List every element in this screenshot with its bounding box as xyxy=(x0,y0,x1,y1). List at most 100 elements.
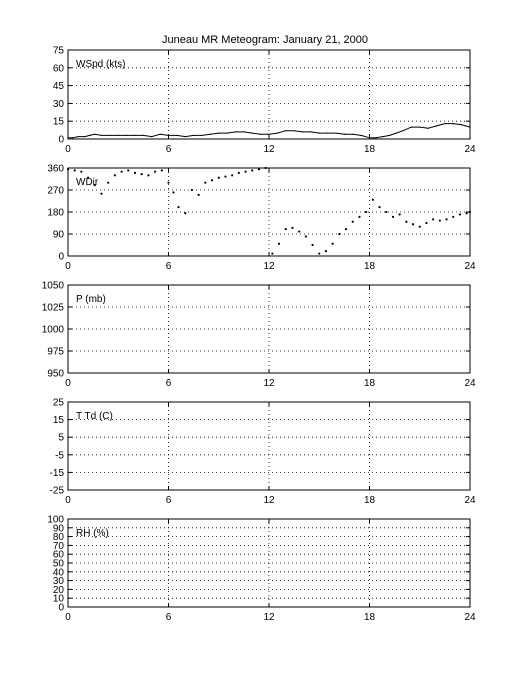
data-point xyxy=(276,132,278,134)
data-point xyxy=(100,134,103,137)
data-point xyxy=(237,171,240,174)
x-tick-label: 0 xyxy=(65,495,71,506)
data-point xyxy=(427,127,429,129)
y-tick-label: 950 xyxy=(47,369,64,380)
data-point xyxy=(159,133,161,135)
data-point xyxy=(126,134,128,137)
data-point xyxy=(100,192,103,195)
data-point xyxy=(89,134,91,137)
panel-1: 0 6 12 18 24 0 15 30 45 60 75 WSpd (kts) xyxy=(53,46,476,156)
data-point xyxy=(385,210,388,214)
data-point xyxy=(197,193,200,196)
data-point xyxy=(318,132,320,134)
data-point xyxy=(402,130,404,132)
data-point xyxy=(147,174,150,177)
data-point xyxy=(224,175,227,178)
data-point xyxy=(94,133,96,135)
data-point xyxy=(184,136,186,138)
y-tick-label: 15 xyxy=(53,117,65,128)
data-point xyxy=(301,131,304,133)
data-point xyxy=(133,171,137,174)
y-tick-label: 360 xyxy=(47,164,64,175)
data-point xyxy=(285,130,287,132)
x-tick-label: 12 xyxy=(263,261,275,272)
y-tick-label: 20 xyxy=(53,585,65,596)
data-point xyxy=(107,181,110,184)
x-tick-label: 12 xyxy=(263,495,275,506)
data-point xyxy=(172,191,175,194)
y-tick-label: 100 xyxy=(47,515,64,526)
data-point xyxy=(378,206,381,209)
data-point xyxy=(77,136,79,138)
panel-label: T Td (C) xyxy=(76,411,113,422)
data-point xyxy=(251,132,253,134)
data-point xyxy=(352,133,354,135)
data-point xyxy=(234,131,237,133)
panel-label: RH (%) xyxy=(76,528,109,539)
data-point xyxy=(425,221,428,225)
y-tick-label: 0 xyxy=(58,252,64,263)
data-point xyxy=(117,134,119,137)
y-tick-label: 90 xyxy=(53,230,65,241)
y-tick-label: 1050 xyxy=(42,281,65,292)
data-point xyxy=(324,250,328,253)
data-point xyxy=(204,181,207,184)
data-point xyxy=(375,137,377,139)
data-point xyxy=(176,134,178,137)
data-point xyxy=(264,166,267,170)
y-tick-label: 30 xyxy=(53,99,65,110)
data-point xyxy=(411,223,415,226)
data-point xyxy=(444,122,446,125)
data-point xyxy=(304,235,307,238)
data-point xyxy=(218,132,220,134)
data-point xyxy=(277,242,281,245)
x-tick-label: 12 xyxy=(263,144,275,155)
data-point xyxy=(382,136,384,138)
data-point xyxy=(469,126,471,128)
y-tick-label: 15 xyxy=(53,415,65,426)
data-point xyxy=(435,125,438,127)
y-tick-label: 975 xyxy=(47,347,64,358)
panel-2: 0 6 12 18 24 0 90 180 270 360 WDir xyxy=(47,164,476,273)
data-point xyxy=(231,174,234,177)
data-point xyxy=(365,210,368,214)
x-tick-label: 18 xyxy=(364,144,376,155)
x-tick-label: 6 xyxy=(166,495,172,506)
x-tick-label: 24 xyxy=(464,378,476,389)
data-point xyxy=(66,168,70,171)
data-point xyxy=(201,134,203,137)
data-point xyxy=(284,228,287,231)
data-point xyxy=(243,131,245,133)
data-point xyxy=(73,169,76,172)
x-tick-label: 6 xyxy=(166,378,172,389)
data-point xyxy=(468,210,472,214)
data-point xyxy=(465,212,468,215)
x-tick-label: 18 xyxy=(364,612,376,623)
x-tick-label: 12 xyxy=(263,378,275,389)
x-tick-label: 18 xyxy=(364,495,376,506)
panel-4: 0 6 12 18 24 -25 -15 -5 5 15 25 T Td (C) xyxy=(50,398,476,507)
data-point xyxy=(113,174,116,177)
y-tick-label: 30 xyxy=(53,576,65,587)
data-point xyxy=(331,242,334,245)
y-tick-label: 180 xyxy=(47,208,64,219)
y-tick-label: 60 xyxy=(53,63,65,74)
x-tick-label: 0 xyxy=(65,612,71,623)
data-point xyxy=(311,243,314,247)
x-tick-label: 0 xyxy=(65,378,71,389)
data-point xyxy=(84,136,86,138)
data-point xyxy=(293,130,295,132)
data-point xyxy=(389,134,391,137)
data-point xyxy=(226,132,228,134)
x-tick-label: 6 xyxy=(166,144,172,155)
data-point xyxy=(310,131,312,133)
data-point xyxy=(93,184,96,187)
y-tick-label: -5 xyxy=(55,450,64,461)
data-point xyxy=(327,132,329,134)
data-point xyxy=(190,188,194,192)
series-line xyxy=(68,123,471,139)
data-point xyxy=(360,134,362,137)
data-point xyxy=(351,220,354,223)
x-tick-label: 18 xyxy=(364,378,376,389)
